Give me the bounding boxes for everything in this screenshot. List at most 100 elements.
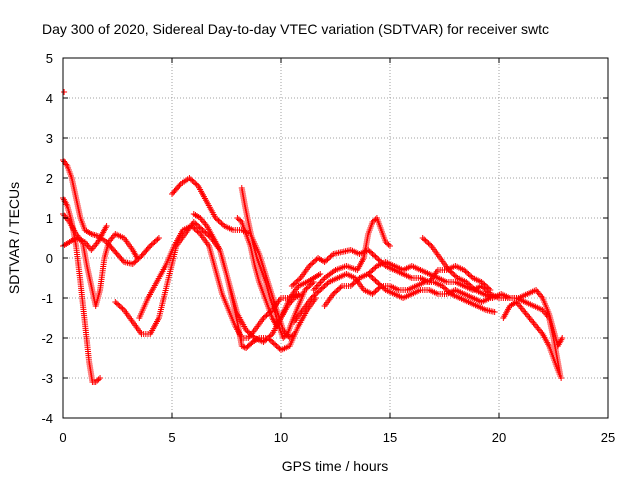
data-point bbox=[267, 337, 274, 344]
y-tick-label: 4 bbox=[46, 91, 53, 106]
y-tick-label: 3 bbox=[46, 131, 53, 146]
data-point bbox=[467, 283, 474, 289]
data-point bbox=[366, 248, 373, 255]
data-point bbox=[218, 220, 225, 227]
data-point bbox=[299, 291, 306, 297]
data-point bbox=[304, 284, 311, 291]
data-point bbox=[371, 252, 378, 259]
data-point bbox=[355, 276, 362, 283]
data-point bbox=[378, 283, 385, 289]
data-point bbox=[288, 283, 295, 289]
data-point bbox=[369, 291, 376, 297]
data-point bbox=[264, 335, 271, 341]
grid bbox=[63, 58, 608, 418]
data-point bbox=[280, 335, 287, 341]
data-point bbox=[147, 243, 154, 249]
data-point bbox=[312, 291, 319, 297]
y-tick-label: 0 bbox=[46, 251, 53, 266]
data-point bbox=[129, 261, 136, 267]
data-point bbox=[103, 223, 110, 229]
data-point bbox=[188, 223, 195, 229]
data-point bbox=[375, 280, 382, 287]
series-t16 bbox=[419, 235, 566, 349]
data-point bbox=[309, 293, 316, 300]
y-tick-label: -3 bbox=[41, 371, 53, 386]
data-point bbox=[187, 176, 194, 183]
data-point bbox=[325, 255, 332, 261]
data-point bbox=[462, 268, 469, 275]
data-point bbox=[309, 280, 316, 287]
data-point bbox=[95, 376, 102, 383]
data-point bbox=[137, 254, 144, 261]
data-point bbox=[369, 275, 376, 281]
data-point bbox=[334, 287, 341, 293]
data-point bbox=[155, 235, 162, 241]
data-point bbox=[369, 267, 376, 273]
data-point bbox=[306, 263, 313, 269]
series-t13 bbox=[310, 215, 393, 293]
plot-border bbox=[62, 57, 609, 419]
data-point bbox=[461, 267, 468, 273]
data-point bbox=[267, 332, 274, 339]
data-point bbox=[372, 253, 379, 260]
data-point bbox=[328, 252, 335, 259]
data-point bbox=[203, 231, 210, 237]
y-tick-label: 2 bbox=[46, 171, 53, 186]
data-point bbox=[478, 283, 485, 289]
data-point bbox=[470, 285, 477, 292]
data-point bbox=[379, 284, 386, 291]
data-point bbox=[453, 273, 460, 280]
data-point bbox=[272, 341, 279, 348]
data-point bbox=[269, 339, 276, 345]
series-t10 bbox=[234, 215, 306, 329]
data-point bbox=[369, 251, 376, 257]
data-point bbox=[371, 265, 378, 272]
data-point bbox=[97, 375, 104, 381]
data-point bbox=[314, 289, 321, 296]
data-point bbox=[301, 287, 308, 293]
data-point bbox=[466, 281, 473, 288]
series-t1 bbox=[60, 157, 162, 267]
data-point bbox=[238, 343, 245, 349]
data-point bbox=[244, 328, 251, 335]
data-point bbox=[61, 89, 68, 95]
data-point bbox=[464, 280, 471, 287]
y-tick-label: 1 bbox=[46, 211, 53, 226]
data-point bbox=[212, 215, 219, 221]
series-t14 bbox=[321, 271, 494, 309]
data-point bbox=[291, 280, 298, 287]
data-point bbox=[115, 301, 122, 308]
data-point bbox=[283, 332, 290, 339]
data-point bbox=[387, 243, 393, 249]
data-point bbox=[191, 225, 198, 232]
data-point bbox=[466, 272, 473, 279]
data-point bbox=[151, 239, 158, 245]
data-point bbox=[260, 315, 267, 321]
data-point bbox=[440, 284, 447, 291]
data-point bbox=[385, 241, 392, 248]
data-point bbox=[464, 269, 471, 276]
data-point bbox=[451, 272, 458, 279]
data-point bbox=[373, 287, 380, 293]
data-point bbox=[303, 285, 310, 292]
data-point bbox=[327, 253, 334, 260]
data-point bbox=[421, 236, 428, 243]
data-point bbox=[192, 180, 199, 187]
data-point bbox=[216, 219, 223, 225]
data-point bbox=[132, 258, 139, 265]
data-point bbox=[153, 237, 160, 244]
ticks: 0 5 10 15 20 25 -4 -3 -2 -1 0 1 2 3 4 5 bbox=[41, 51, 615, 445]
data-point bbox=[196, 224, 203, 231]
data-point bbox=[243, 327, 250, 333]
data-point bbox=[186, 175, 193, 181]
data-point bbox=[307, 261, 314, 268]
data-point bbox=[381, 285, 388, 292]
series-t6 bbox=[136, 223, 302, 341]
data-point bbox=[323, 257, 330, 264]
data-point bbox=[309, 260, 316, 267]
y-tick-label: -1 bbox=[41, 291, 53, 306]
data-point bbox=[372, 277, 379, 284]
data-point bbox=[113, 300, 120, 307]
data-point bbox=[349, 281, 356, 288]
data-point bbox=[330, 291, 337, 297]
